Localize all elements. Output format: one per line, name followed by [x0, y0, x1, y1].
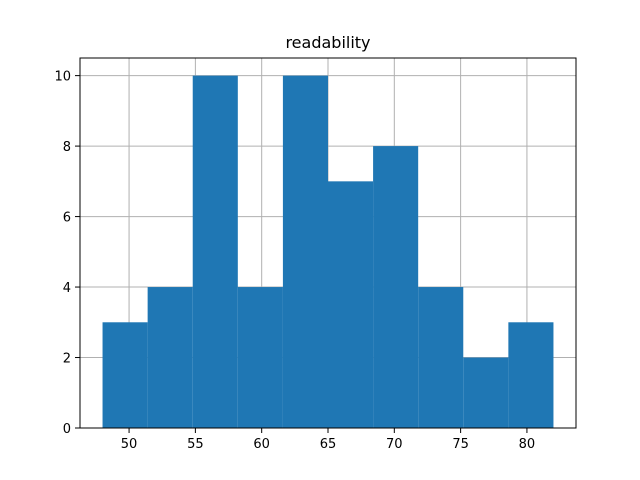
x-tick-label: 75	[452, 437, 469, 452]
y-tick-label: 4	[63, 281, 71, 296]
y-tick-label: 0	[63, 422, 71, 437]
chart-title: readability	[285, 33, 370, 52]
x-tick-label: 65	[320, 437, 337, 452]
y-tick-label: 8	[63, 140, 71, 155]
histogram-bar	[102, 322, 148, 428]
histogram-bar	[147, 287, 193, 428]
x-tick-label: 70	[386, 437, 403, 452]
histogram-bar	[328, 181, 374, 428]
histogram-bar	[237, 287, 283, 428]
histogram-bar	[418, 287, 464, 428]
x-tick-label: 55	[187, 437, 204, 452]
histogram-bar	[282, 75, 328, 428]
x-tick-label: 80	[519, 437, 536, 452]
y-tick-label: 2	[63, 352, 71, 367]
axis-ticks: 50 55 60 65 70 75 80 0 2 4 6 8 10	[54, 70, 535, 452]
histogram-bar	[373, 146, 419, 428]
bars	[102, 75, 554, 428]
histogram-bar	[192, 75, 238, 428]
histogram-bar	[508, 322, 554, 428]
y-tick-label: 6	[63, 211, 71, 226]
y-tick-label: 10	[54, 70, 71, 85]
x-tick-label: 60	[253, 437, 270, 452]
histogram-bar	[463, 357, 509, 428]
x-tick-label: 50	[121, 437, 138, 452]
